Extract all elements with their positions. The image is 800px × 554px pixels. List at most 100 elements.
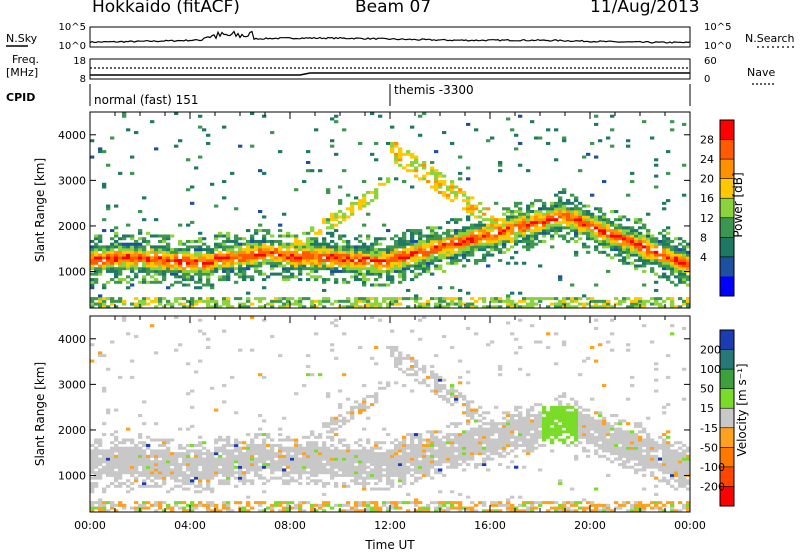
power-cell [622,245,627,249]
power-cell [554,231,559,235]
velocity-cell [478,441,483,445]
velocity-cell [282,468,287,472]
velocity-cell [318,506,323,510]
velocity-cell [550,449,555,453]
velocity-cell [498,454,503,458]
velocity-cell [154,351,159,355]
velocity-cell [134,449,139,453]
power-cell [522,239,527,243]
velocity-cell [514,419,519,423]
power-cell [114,305,119,309]
velocity-cell [446,454,451,458]
power-cell [210,261,215,265]
power-cell [426,267,431,271]
velocity-cell [298,482,303,486]
power-cell [466,253,471,257]
velocity-cell [406,468,411,472]
velocity-cell [358,438,363,442]
velocity-cell [346,397,351,401]
power-cell [106,264,111,268]
power-cell [558,220,563,224]
power-cell [590,299,595,303]
velocity-cell [502,435,507,439]
velocity-cell [342,373,347,377]
velocity-cell [558,424,563,428]
velocity-cell [314,435,319,439]
velocity-cell [566,416,571,420]
velocity-cell [298,460,303,464]
power-cell [126,234,131,238]
power-cell [386,278,391,282]
power-cell [222,242,227,246]
power-cell [250,248,255,252]
power-cell [398,297,403,301]
power-cell [114,226,119,230]
power-cell [478,242,483,246]
velocity-cell [294,452,299,456]
velocity-cell [338,463,343,467]
power-cell [354,272,359,276]
velocity-cell [578,427,583,431]
velocity-cell [290,471,295,475]
power-cell [550,218,555,222]
power-cell [666,237,671,241]
power-cell [474,261,479,265]
power-data [90,112,691,309]
velocity-cell [438,389,443,393]
velocity-cell [426,471,431,475]
power-cell [654,299,659,303]
velocity-cell [370,463,375,467]
velocity-cell [366,503,371,507]
velocity-cell [102,454,107,458]
power-cell [626,231,631,235]
power-cell [518,207,523,211]
velocity-cell [246,471,251,475]
power-cell [358,256,363,260]
velocity-cell [294,460,299,464]
power-cell [390,275,395,279]
power-cell [322,259,327,263]
velocity-cell [282,454,287,458]
velocity-cell [122,316,127,320]
velocity-cell [374,345,379,349]
velocity-cell [278,468,283,472]
power-cell [414,259,419,263]
velocity-cell [442,460,447,464]
velocity-cell [390,348,395,352]
power-cell [374,269,379,273]
velocity-cell [222,479,227,483]
power-cell [226,278,231,282]
power-cell [562,218,567,222]
velocity-cell [174,465,179,469]
velocity-cell [446,438,451,442]
power-cell [630,245,635,249]
power-cell [162,248,167,252]
power-cell [242,250,247,254]
velocity-cell [518,422,523,426]
power-cell [474,239,479,243]
velocity-cell [522,419,527,423]
velocity-cell [158,473,163,477]
power-cell [470,302,475,306]
power-cell [270,302,275,306]
power-ytick-label: 1000 [58,266,86,279]
power-cell [418,229,423,233]
power-cell [406,250,411,254]
velocity-cell [170,476,175,480]
velocity-cell [526,411,531,415]
velocity-cell [174,473,179,477]
power-cell [258,261,263,265]
velocity-cell [570,501,575,505]
velocity-cell [174,463,179,467]
power-cell [334,245,339,249]
velocity-cell [182,463,187,467]
cpid-strip: CPID normal (fast) 151 themis -3300 [6,83,691,107]
velocity-cell [342,419,347,423]
power-cell [670,267,675,271]
power-cell [490,226,495,230]
velocity-cell [426,503,431,507]
power-cell [490,229,495,233]
velocity-cell [430,476,435,480]
power-cell [142,259,147,263]
power-cell [506,297,511,301]
